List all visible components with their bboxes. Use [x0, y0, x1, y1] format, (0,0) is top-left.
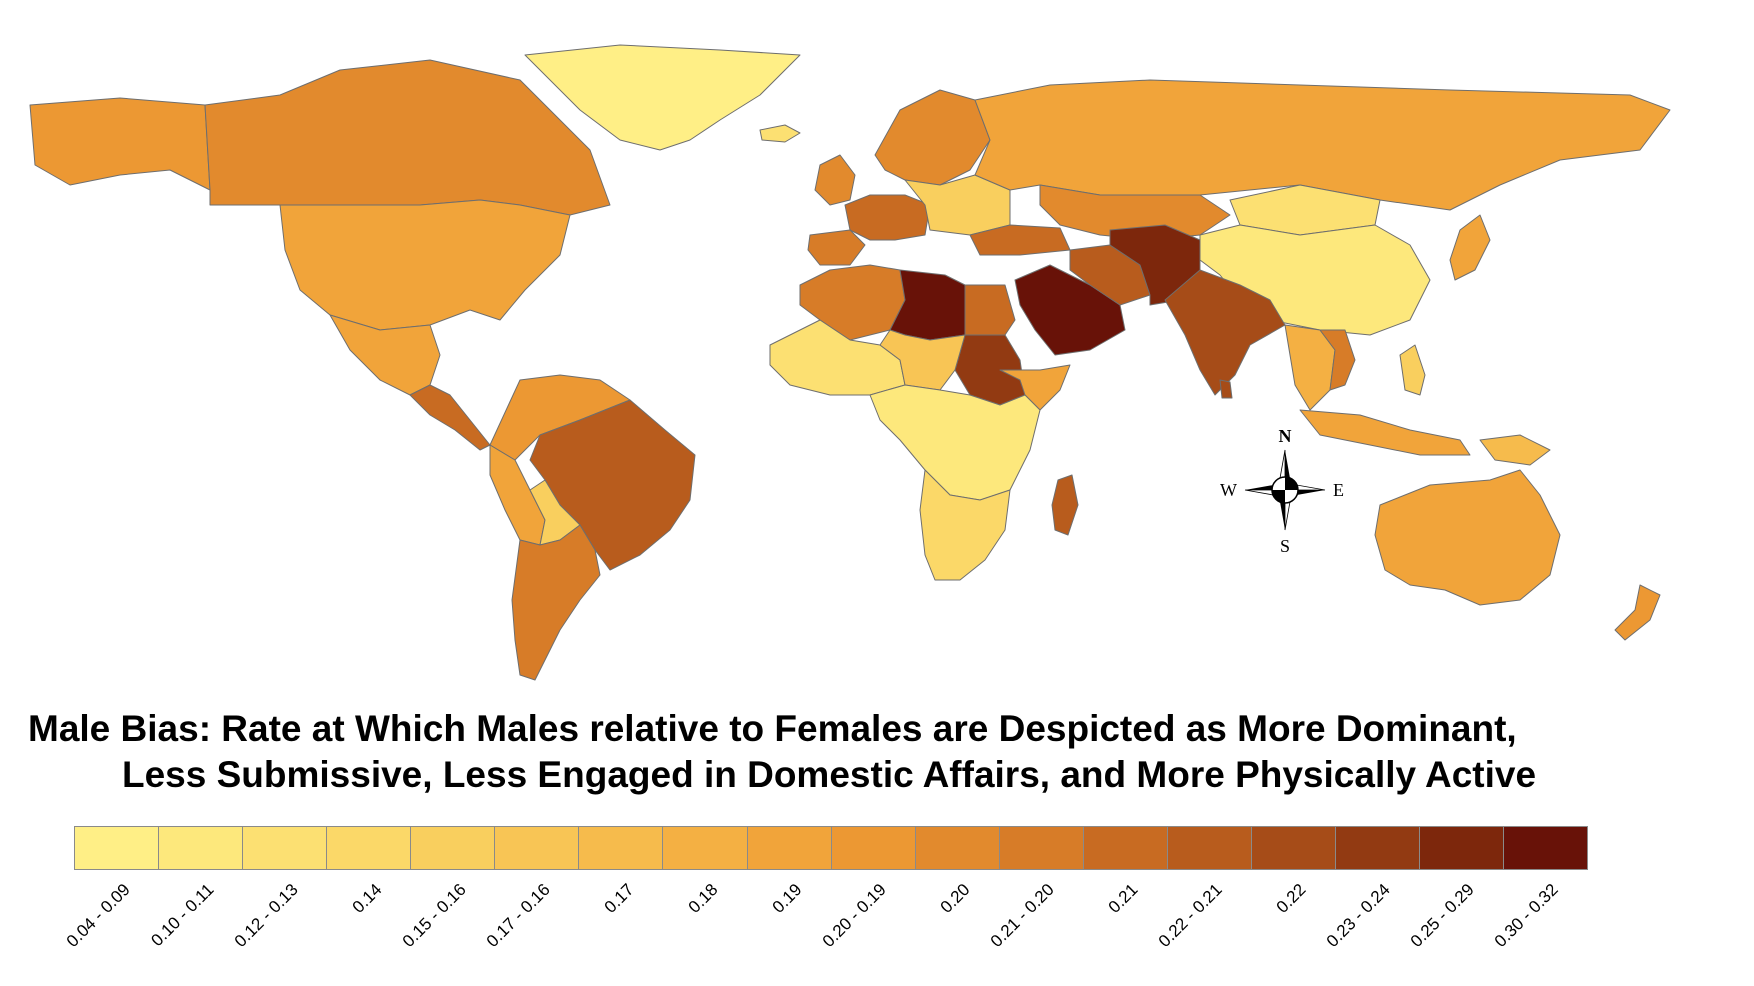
- region-greenland: [524, 44, 801, 151]
- legend-label: 0.20: [936, 880, 974, 917]
- region-japan: [1449, 214, 1491, 281]
- legend-label: 0.17: [600, 880, 638, 917]
- title-line-1: Male Bias: Rate at Which Males relative …: [28, 708, 1517, 749]
- legend-label: 0.12 - 0.13: [230, 880, 302, 951]
- region-western-europe: [844, 194, 931, 241]
- legend-swatch: [747, 827, 832, 869]
- region-central-africa: [869, 384, 1041, 501]
- legend-label: 0.21: [1104, 880, 1142, 917]
- region-horn-of-africa: [999, 364, 1071, 411]
- map-title: Male Bias: Rate at Which Males relative …: [28, 706, 1728, 798]
- legend-label: 0.14: [348, 880, 386, 917]
- legend-swatch: [915, 827, 1000, 869]
- region-india: [1164, 269, 1286, 396]
- legend-label: 0.10 - 0.11: [147, 880, 218, 951]
- region-vietnam: [1319, 329, 1356, 391]
- region-russia: [974, 79, 1671, 211]
- compass-east-label: E: [1333, 480, 1344, 500]
- legend-swatch: [75, 827, 160, 869]
- legend-label: 0.30 - 0.32: [1490, 880, 1562, 951]
- legend-label: 0.22 - 0.21: [1154, 880, 1226, 951]
- legend-swatch: [1504, 827, 1588, 869]
- legend-swatch: [327, 827, 412, 869]
- region-australia: [1374, 469, 1561, 606]
- region-afghanistan-pakistan: [1109, 224, 1201, 306]
- legend-swatch: [579, 827, 664, 869]
- legend-swatch: [243, 827, 328, 869]
- region-southern-africa: [919, 469, 1011, 581]
- legend-label: 0.04 - 0.09: [62, 880, 134, 951]
- choropleth-map: N S E W: [29, 44, 1671, 681]
- legend-label: 0.15 - 0.16: [398, 880, 470, 951]
- legend-swatch: [1083, 827, 1168, 869]
- region-scandinavia: [874, 89, 991, 186]
- region-sahel: [879, 329, 966, 391]
- region-iceland: [759, 124, 801, 143]
- region-sri-lanka: [1219, 379, 1233, 399]
- legend-swatch: [495, 827, 580, 869]
- legend-swatch: [159, 827, 244, 869]
- legend-swatch: [663, 827, 748, 869]
- legend-label: 0.17 - 0.16: [482, 880, 554, 951]
- legend-swatch: [999, 827, 1084, 869]
- legend-label: 0.19: [768, 880, 806, 917]
- region-usa: [279, 199, 571, 331]
- world-map: N S E W: [29, 44, 1671, 681]
- legend-color-bar: [74, 826, 1588, 870]
- legend-labels: 0.04 - 0.09 0.10 - 0.11 0.12 - 0.13 0.14 0.1…: [63, 880, 1586, 980]
- compass-rose: N S E W: [1220, 426, 1344, 556]
- legend-label: 0.22: [1272, 880, 1310, 917]
- region-arabia: [1014, 264, 1126, 356]
- countries-layer: [29, 44, 1671, 681]
- title-line-2: Less Submissive, Less Engaged in Domesti…: [122, 754, 1537, 795]
- legend-swatch: [1335, 827, 1420, 869]
- region-madagascar: [1051, 474, 1079, 536]
- region-philippines: [1399, 344, 1426, 396]
- region-egypt: [964, 284, 1016, 336]
- legend-swatch: [411, 827, 496, 869]
- region-uk-ireland: [814, 154, 856, 206]
- legend-swatch: [1167, 827, 1252, 869]
- legend-swatch: [1420, 827, 1505, 869]
- compass-south-label: S: [1280, 536, 1290, 556]
- region-central-america: [409, 384, 491, 451]
- region-new-zealand: [1614, 584, 1661, 641]
- legend-label: 0.21 - 0.20: [986, 880, 1058, 951]
- region-indonesia: [1299, 409, 1471, 456]
- legend-label: 0.20 - 0.19: [818, 880, 890, 951]
- region-iberia: [807, 229, 866, 266]
- legend-label: 0.25 - 0.29: [1406, 880, 1478, 951]
- compass-north-label: N: [1279, 426, 1292, 446]
- legend-swatch: [831, 827, 916, 869]
- legend-swatch: [1251, 827, 1336, 869]
- region-alaska: [29, 97, 211, 191]
- legend-label: 0.18: [684, 880, 722, 917]
- region-new-guinea: [1479, 434, 1551, 466]
- compass-west-label: W: [1220, 480, 1237, 500]
- region-argentina-chile: [511, 524, 601, 681]
- region-canada: [204, 59, 611, 216]
- legend-label: 0.23 - 0.24: [1322, 880, 1394, 951]
